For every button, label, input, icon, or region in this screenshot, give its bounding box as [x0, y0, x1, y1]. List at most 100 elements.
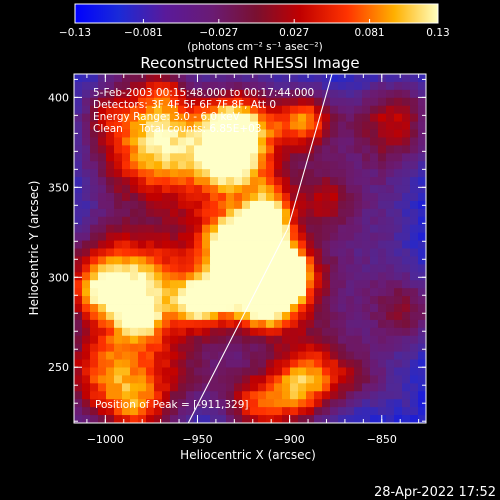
heatmap-cell: [82, 264, 91, 273]
heatmap-cell: [306, 89, 315, 99]
colorbar-tick-label: 0.081: [355, 27, 385, 39]
heatmap-cell: [386, 304, 395, 313]
heatmap-cell: [290, 343, 299, 353]
heatmap-cell: [258, 81, 267, 91]
heatmap-cell: [202, 359, 211, 368]
heatmap-cell: [354, 367, 363, 376]
heatmap-cell: [130, 311, 139, 321]
heatmap-cell: [242, 224, 251, 234]
info-line-energy: Energy Range: 3.0 - 6.0 keV: [93, 111, 241, 123]
heatmap-cell: [402, 105, 411, 115]
heatmap-cell: [338, 399, 347, 408]
heatmap-cell: [170, 335, 179, 345]
heatmap-cell: [378, 311, 387, 321]
heatmap-cell: [418, 311, 426, 321]
heatmap-cell: [386, 232, 395, 241]
heatmap-cell: [322, 351, 331, 360]
heatmap-cell: [346, 129, 355, 138]
heatmap-cell: [266, 113, 275, 122]
heatmap-cell: [106, 391, 115, 400]
heatmap-cell: [90, 81, 99, 91]
heatmap-cell: [130, 97, 139, 107]
heatmap-cell: [106, 97, 115, 107]
heatmap-cell: [370, 391, 379, 400]
heatmap-cell: [354, 113, 363, 122]
heatmap-cell: [106, 351, 115, 360]
heatmap-cell: [282, 327, 291, 337]
heatmap-cell: [362, 145, 371, 154]
heatmap-cell: [218, 248, 227, 257]
heatmap-cell: [306, 327, 315, 337]
heatmap-cell: [82, 248, 91, 257]
heatmap-cell: [274, 272, 283, 281]
heatmap-cell: [154, 161, 163, 170]
heatmap-cell: [234, 343, 243, 353]
heatmap-cell: [370, 264, 379, 273]
heatmap-cell: [370, 74, 379, 83]
heatmap-cell: [234, 391, 243, 400]
heatmap-cell: [330, 272, 339, 281]
heatmap-cell: [394, 121, 403, 130]
heatmap-cell: [330, 343, 339, 353]
heatmap-cell: [402, 407, 411, 416]
heatmap-cell: [170, 256, 179, 265]
heatmap-cell: [402, 264, 411, 273]
heatmap-cell: [322, 145, 331, 154]
heatmap-cell: [146, 351, 155, 360]
heatmap-cell: [322, 74, 331, 83]
heatmap-cell: [90, 407, 99, 416]
heatmap-cell: [218, 391, 227, 400]
heatmap-cell: [346, 391, 355, 400]
heatmap-cell: [378, 407, 387, 416]
heatmap-cell: [266, 367, 275, 376]
heatmap-cell: [74, 375, 83, 384]
heatmap-cell: [218, 296, 227, 305]
heatmap-cell: [170, 208, 179, 218]
heatmap-cell: [170, 89, 179, 99]
heatmap-cell: [410, 121, 419, 130]
heatmap-cell: [370, 327, 379, 337]
heatmap-cell: [338, 367, 347, 376]
heatmap-cell: [266, 256, 275, 265]
heatmap-cell: [194, 208, 203, 218]
heatmap-cell: [194, 240, 203, 249]
heatmap-cell: [106, 248, 115, 257]
heatmap-cell: [346, 161, 355, 170]
heatmap-cell: [282, 74, 291, 83]
heatmap-cell: [346, 280, 355, 289]
heatmap-cell: [250, 192, 259, 202]
heatmap-cell: [90, 359, 99, 368]
heatmap-cell: [402, 232, 411, 241]
heatmap-cell: [178, 383, 187, 392]
heatmap-cell: [146, 399, 155, 408]
heatmap-cell: [122, 304, 131, 313]
heatmap-cell: [226, 407, 235, 416]
heatmap-cell: [106, 343, 115, 353]
heatmap-cell: [146, 232, 155, 241]
heatmap-cell: [154, 415, 163, 423]
heatmap-cell: [82, 399, 91, 408]
heatmap-cell: [250, 319, 259, 329]
heatmap-cell: [298, 89, 307, 99]
heatmap-cell: [98, 264, 107, 273]
heatmap-cell: [170, 185, 179, 194]
heatmap-cell: [338, 169, 347, 178]
heatmap-cell: [378, 200, 387, 210]
heatmap-cell: [362, 97, 371, 107]
heatmap-cell: [106, 375, 115, 384]
heatmap-cell: [122, 280, 131, 289]
heatmap-cell: [394, 359, 403, 368]
heatmap-cell: [242, 359, 251, 368]
heatmap-cell: [90, 129, 99, 138]
heatmap-cell: [90, 288, 99, 297]
heatmap-cell: [210, 177, 219, 186]
heatmap-cell: [242, 208, 251, 218]
heatmap-cell: [354, 327, 363, 337]
heatmap-cell: [418, 97, 426, 107]
heatmap-cell: [114, 129, 123, 138]
heatmap-cell: [138, 185, 147, 194]
heatmap-cell: [98, 280, 107, 289]
heatmap-cell: [194, 224, 203, 234]
heatmap-cell: [210, 137, 219, 146]
heatmap-cell: [314, 296, 323, 305]
